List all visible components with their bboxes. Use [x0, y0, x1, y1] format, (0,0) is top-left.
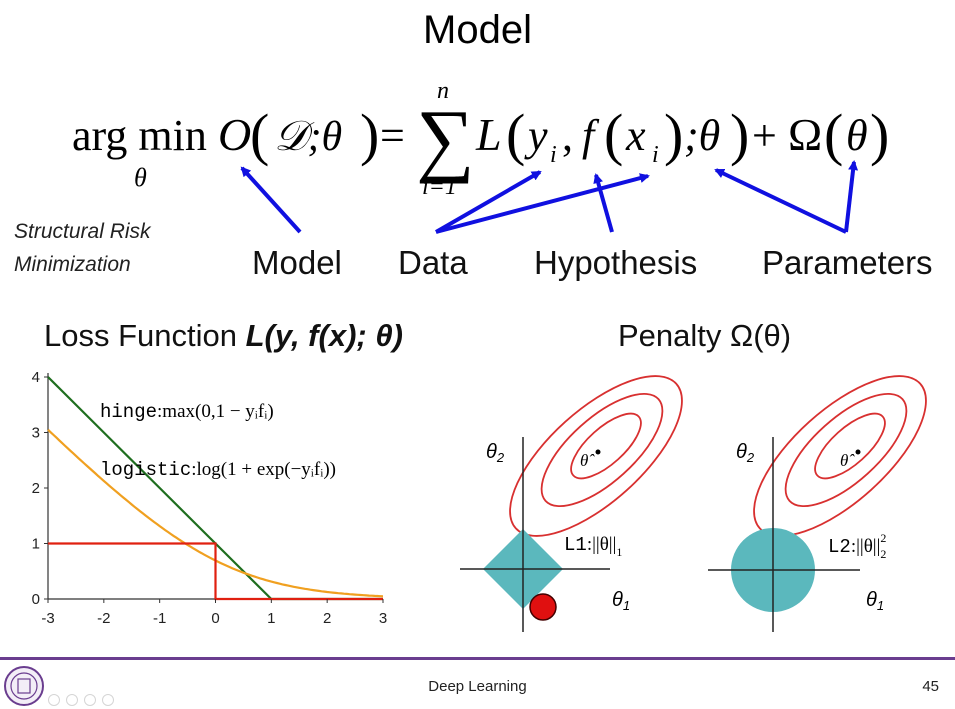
argmin-subscript: θ	[134, 163, 147, 192]
next-slide-icon[interactable]	[102, 694, 114, 706]
l1-contour-outer	[509, 375, 683, 537]
arrow-model	[240, 166, 302, 234]
penalty-heading-math: Ω(θ)	[730, 318, 792, 353]
l1-optimum-dot	[595, 449, 601, 455]
srm-line-2: Minimization	[14, 253, 131, 276]
objective-args: 𝒟;θ	[274, 114, 342, 160]
annotation-arrows	[240, 160, 859, 234]
y-tick-label: 0	[32, 591, 40, 608]
prev-slide-icon[interactable]	[48, 694, 60, 706]
l2-contours	[753, 375, 927, 537]
summation-sign: ∑	[416, 93, 474, 184]
paren-open: (	[824, 102, 843, 167]
plus-sign: +	[752, 111, 777, 160]
penalty-heading-text: Penalty	[618, 318, 731, 353]
university-logo-icon	[4, 666, 44, 706]
penalty-diagrams: θ̂ θ2 θ1 L1:||θ||1 θ̂ θ2 θ1 L2:||θ||2 2	[460, 375, 927, 632]
label-data: Data	[398, 244, 468, 281]
argmin-text: arg min	[72, 111, 207, 160]
arrow-parameters-left	[714, 168, 847, 234]
hinge-expression: :max(0,1 − yᵢfᵢ)	[157, 401, 274, 422]
penalty-heading: Penalty Ω(θ)	[618, 318, 791, 354]
x-symbol: x	[625, 111, 646, 160]
loss-chart: -3 -2 -1 0 1 2 3 0 1 2 3 4 hinge:max(0,1 − yᵢfᵢ) lo…	[32, 369, 388, 627]
l1-theta2-label: θ2	[486, 441, 505, 465]
hinge-name: hinge	[100, 401, 157, 423]
l1-contours	[509, 375, 683, 537]
l2-contour-middle	[784, 392, 908, 508]
x-tick-label: 2	[323, 610, 331, 627]
l1-theta1-label: θ1	[612, 589, 630, 613]
arrow-hypothesis	[593, 173, 614, 233]
x-tick-label: -1	[153, 610, 166, 627]
label-parameters: Parameters	[762, 244, 933, 281]
arrow-parameters-right	[844, 160, 859, 233]
omega-symbol: Ω	[788, 109, 822, 160]
page-number: 45	[922, 678, 939, 695]
l2-optimum-dot	[855, 449, 861, 455]
l1-diagram: θ̂ θ2 θ1 L1:||θ||1	[460, 375, 683, 632]
y-symbol: y	[524, 111, 548, 160]
logistic-name: logistic	[100, 459, 191, 481]
paren-open: (	[506, 102, 525, 167]
zero-one-loss-line	[48, 542, 383, 601]
x-tick-label: -3	[41, 610, 54, 627]
footer-divider	[0, 657, 955, 660]
l1-marker-dot	[529, 593, 557, 621]
paren-close: )	[360, 102, 379, 167]
paren-close: )	[664, 102, 683, 167]
y-tick-label: 3	[32, 425, 40, 442]
l1-contour-middle	[540, 392, 664, 508]
x-subscript: i	[652, 142, 659, 168]
loss-heading: Loss Function L(y, f(x); θ)	[44, 318, 403, 354]
structural-risk-note: Structural Risk Minimization	[14, 215, 151, 281]
l2-diagram: θ̂ θ2 θ1 L2:||θ||2 2	[708, 375, 927, 632]
logistic-formula: logistic:log(1 + exp(−yᵢfᵢ))	[100, 459, 336, 481]
l2-theta1-label: θ1	[866, 589, 884, 613]
pen-tool-icon[interactable]	[66, 694, 78, 706]
logistic-expression: :log(1 + exp(−yᵢfᵢ))	[191, 459, 336, 480]
comma: ,	[562, 111, 573, 160]
y-tick-label: 2	[32, 480, 40, 497]
paren-open: (	[250, 102, 269, 167]
presentation-controls[interactable]	[48, 694, 118, 706]
label-hypothesis: Hypothesis	[534, 244, 698, 281]
objective-symbol: O	[218, 109, 251, 160]
equals-sign: =	[380, 111, 405, 160]
slide-title: Model	[423, 8, 532, 52]
objective-equation: arg min θ O ( 𝒟;θ ) = ∑ n i=1 L ( y i , …	[72, 78, 889, 200]
x-tick-label: 3	[379, 610, 387, 627]
paren-open: (	[604, 102, 623, 167]
x-tick-label: -2	[97, 610, 110, 627]
footer-course-title: Deep Learning	[428, 678, 527, 695]
y-subscript: i	[550, 142, 557, 168]
zoom-icon[interactable]	[84, 694, 96, 706]
theta-after: ;θ	[684, 111, 720, 160]
l1-norm-label: L1:||θ||1	[564, 534, 622, 559]
hinge-formula: hinge:max(0,1 − yᵢfᵢ)	[100, 401, 274, 423]
l1-contour-inner	[570, 412, 642, 480]
paren-close: )	[730, 102, 749, 167]
label-model: Model	[252, 244, 342, 281]
y-tick-label: 1	[32, 536, 40, 553]
sum-lower-limit: i=1	[422, 174, 457, 200]
l2-contour-outer	[753, 375, 927, 537]
paren-close: )	[870, 102, 889, 167]
theta-symbol: θ	[846, 111, 868, 160]
l2-contour-inner	[814, 412, 886, 480]
arrow-data-x	[435, 173, 650, 234]
l1-theta-hat: θ̂	[580, 451, 595, 470]
loss-symbol: L	[475, 109, 502, 160]
srm-line-1: Structural Risk	[14, 220, 151, 243]
loss-heading-math: L(y, f(x); θ)	[245, 318, 403, 353]
l2-theta2-label: θ2	[736, 441, 755, 465]
loss-heading-text: Loss Function	[44, 318, 246, 353]
l2-norm-label: L2:||θ||2 2	[828, 531, 886, 561]
y-tick-label: 4	[32, 369, 40, 386]
sum-upper-limit: n	[437, 78, 449, 104]
arrow-data-y	[435, 170, 542, 234]
x-tick-label: 0	[211, 610, 219, 627]
x-tick-label: 1	[267, 610, 275, 627]
